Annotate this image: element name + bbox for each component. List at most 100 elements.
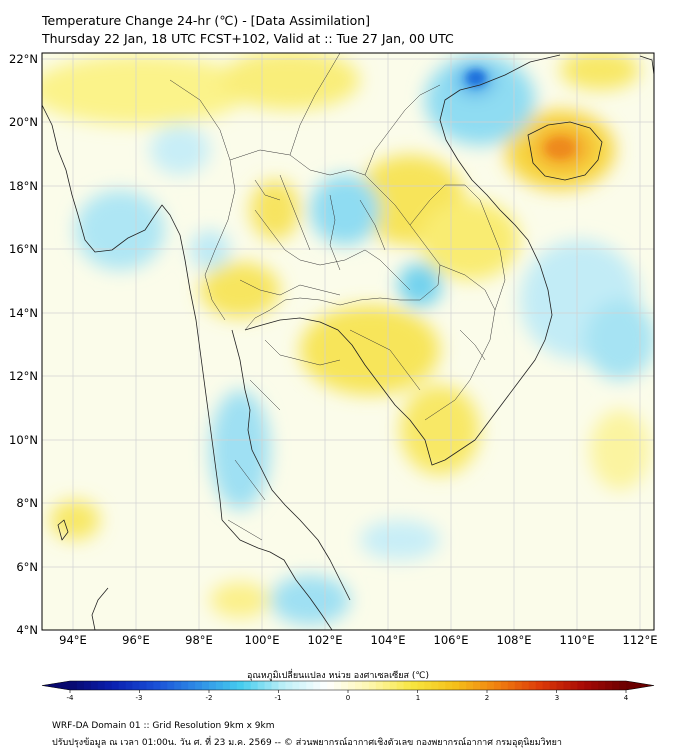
colorbar-segment (299, 681, 307, 690)
colorbar-segment (487, 681, 495, 690)
colorbar-segment (181, 681, 189, 690)
colorbar-segment (396, 681, 404, 690)
footer-model-info: WRF-DA Domain 01 :: Grid Resolution 9km … (52, 721, 275, 731)
colorbar-segment (264, 681, 272, 690)
colorbar-segment (195, 681, 203, 690)
colorbar-segment (76, 681, 85, 690)
colorbar-segment (348, 681, 356, 690)
footer-credits: ปรับปรุงข้อมูล ณ เวลา 01:00น. วัน ศ. ที่… (52, 738, 562, 748)
colorbar-segment (146, 681, 154, 690)
colorbar-segment (188, 681, 196, 690)
lat-label: 20°N (9, 115, 38, 129)
colorbar-segment (403, 681, 411, 690)
colorbar-segment (306, 681, 314, 690)
colorbar-segment (466, 681, 474, 690)
colorbar-segment (111, 681, 120, 690)
colorbar-segment (327, 681, 335, 690)
colorbar-tick: -2 (206, 694, 213, 702)
colorbar-segment (292, 681, 300, 690)
colorbar-segment (493, 681, 502, 690)
lat-label: 4°N (16, 623, 38, 637)
colorbar-segment (202, 681, 210, 690)
colorbar-segment (382, 681, 391, 690)
lat-label: 16°N (9, 242, 38, 256)
colorbar-tick: -4 (67, 694, 75, 702)
lon-label: 112°E (623, 633, 658, 647)
colorbar-max-extend (626, 681, 654, 690)
lon-label: 102°E (308, 633, 343, 647)
colorbar-segment (313, 681, 321, 690)
colorbar-segment (528, 681, 537, 690)
lon-label: 108°E (497, 633, 532, 647)
colorbar-segment (514, 681, 523, 690)
colorbar-segment (118, 681, 126, 690)
colorbar-segment (250, 681, 259, 690)
colorbar-segment (563, 681, 571, 690)
colorbar-segment (83, 681, 92, 690)
colorbar-segment (389, 681, 398, 690)
colorbar-segment (167, 681, 175, 690)
colorbar-segment (125, 681, 133, 690)
colorbar-segment (584, 681, 592, 690)
colorbar-segment (243, 681, 252, 690)
colorbar-segment (375, 681, 384, 690)
coastlines (42, 54, 654, 630)
colorbar-segment (424, 681, 432, 690)
lon-label: 96°E (122, 633, 150, 647)
colorbar-tick: 2 (485, 694, 489, 702)
colorbar (41, 680, 655, 693)
lat-label: 18°N (9, 179, 38, 193)
colorbar-segment (174, 681, 182, 690)
colorbar-segment (570, 681, 578, 690)
colorbar-segment (598, 681, 606, 690)
colorbar-segment (431, 681, 439, 690)
colorbar-segment (222, 681, 231, 690)
colorbar-segment (438, 681, 446, 690)
colorbar-segment (480, 681, 488, 690)
colorbar-segment (542, 681, 550, 690)
colorbar-segment (605, 681, 613, 690)
colorbar-segment (507, 681, 516, 690)
colorbar-segment (361, 681, 370, 690)
colorbar-segment (521, 681, 530, 690)
colorbar-segment (320, 681, 328, 690)
map-title: Temperature Change 24-hr (℃) - [Data Ass… (42, 13, 371, 28)
colorbar-segment (209, 681, 217, 690)
lon-label: 110°E (560, 633, 595, 647)
colorbar-segment (410, 681, 418, 690)
colorbar-segment (97, 681, 106, 690)
colorbar-segment (549, 681, 557, 690)
colorbar-segment (278, 681, 286, 690)
longitude-axis: 94°E 96°E 98°E 100°E 102°E 104°E 106°E 1… (59, 633, 657, 647)
colorbar-tick: 1 (416, 694, 420, 702)
lat-label: 8°N (16, 496, 38, 510)
colorbar-tick: -1 (275, 694, 282, 702)
latitude-axis: 22°N 20°N 18°N 16°N 14°N 12°N 10°N 8°N 6… (9, 52, 38, 637)
colorbar-segment (139, 681, 147, 690)
lat-label: 12°N (9, 369, 38, 383)
colorbar-segment (271, 681, 279, 690)
colorbar-segment (285, 681, 293, 690)
colorbar-segment (368, 681, 377, 690)
colorbar-segment (334, 681, 342, 690)
colorbar-min-extend (42, 681, 70, 690)
colorbar-segment (354, 681, 363, 690)
colorbar-tick: -3 (136, 694, 143, 702)
colorbar-segment (417, 681, 425, 690)
colorbar-tick: 4 (624, 694, 629, 702)
colorbar-segment (70, 681, 78, 690)
colorbar-segment (459, 681, 467, 690)
lat-label: 6°N (16, 560, 38, 574)
colorbar-segment (619, 681, 627, 690)
lon-label: 94°E (59, 633, 87, 647)
lat-label: 10°N (9, 433, 38, 447)
colorbar-segment (473, 681, 481, 690)
colorbar-segment (132, 681, 140, 690)
colorbar-segment (612, 681, 620, 690)
colorbar-segment (577, 681, 585, 690)
colorbar-segment (445, 681, 453, 690)
lon-label: 104°E (371, 633, 406, 647)
political-borders (169, 53, 506, 541)
colorbar-tick: 0 (346, 694, 350, 702)
